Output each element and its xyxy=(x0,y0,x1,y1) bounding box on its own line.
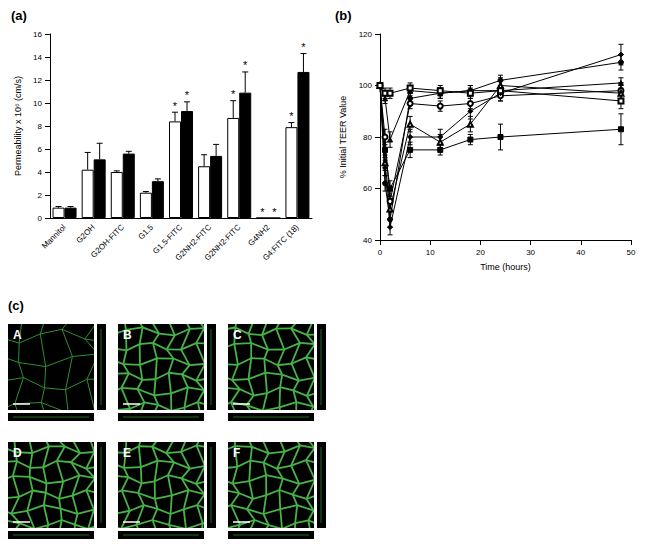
svg-text:*: * xyxy=(185,89,190,101)
svg-text:F: F xyxy=(233,446,240,460)
svg-text:16: 16 xyxy=(33,30,42,39)
svg-text:14: 14 xyxy=(33,53,42,62)
svg-text:G2OH: G2OH xyxy=(74,223,97,246)
svg-text:% Initial TEER Value: % Initial TEER Value xyxy=(338,96,348,179)
html-text:(c): (c) xyxy=(8,298,24,313)
svg-text:2: 2 xyxy=(38,191,43,200)
svg-text:4: 4 xyxy=(38,168,43,177)
svg-text:G1.5-FITC: G1.5-FITC xyxy=(151,222,185,256)
svg-text:80: 80 xyxy=(363,133,372,142)
svg-text:100: 100 xyxy=(359,81,373,90)
svg-text:*: * xyxy=(231,88,236,100)
svg-text:50: 50 xyxy=(627,248,636,257)
svg-text:0: 0 xyxy=(378,248,383,257)
svg-text:8: 8 xyxy=(38,122,43,131)
svg-text:G4:FITC (18): G4:FITC (18) xyxy=(261,223,301,263)
svg-text:G2NH2-FITC: G2NH2-FITC xyxy=(203,223,243,263)
svg-text:6: 6 xyxy=(38,145,43,154)
svg-text:10: 10 xyxy=(426,248,435,257)
svg-text:*: * xyxy=(243,59,248,71)
svg-text:C: C xyxy=(233,328,242,342)
svg-text:0: 0 xyxy=(38,214,43,223)
svg-text:Permeability x 10⁶ (cm/s): Permeability x 10⁶ (cm/s) xyxy=(13,76,23,176)
svg-text:G2OH-FITC: G2OH-FITC xyxy=(89,223,126,260)
svg-text:40: 40 xyxy=(363,236,372,245)
svg-text:20: 20 xyxy=(476,248,485,257)
svg-text:B: B xyxy=(123,328,132,342)
svg-text:A: A xyxy=(13,328,22,342)
svg-text:Mannitol: Mannitol xyxy=(40,223,68,251)
svg-text:12: 12 xyxy=(33,76,42,85)
svg-text:*: * xyxy=(272,206,277,218)
svg-text:*: * xyxy=(173,100,178,112)
svg-text:G2NH2-FITC: G2NH2-FITC xyxy=(173,222,214,263)
svg-text:E: E xyxy=(123,446,131,460)
svg-text:10: 10 xyxy=(33,99,42,108)
svg-text:(a): (a) xyxy=(11,8,27,23)
svg-text:D: D xyxy=(13,446,22,460)
svg-text:60: 60 xyxy=(363,184,372,193)
svg-text:(b): (b) xyxy=(335,8,352,23)
svg-text:Time (hours): Time (hours) xyxy=(480,262,531,272)
svg-text:G4NH2: G4NH2 xyxy=(246,222,272,248)
svg-text:*: * xyxy=(260,206,265,218)
svg-text:G1.5: G1.5 xyxy=(136,222,155,241)
svg-text:*: * xyxy=(289,110,294,122)
svg-text:*: * xyxy=(301,41,306,53)
svg-text:40: 40 xyxy=(576,248,585,257)
svg-text:30: 30 xyxy=(526,248,535,257)
svg-text:120: 120 xyxy=(359,30,373,39)
